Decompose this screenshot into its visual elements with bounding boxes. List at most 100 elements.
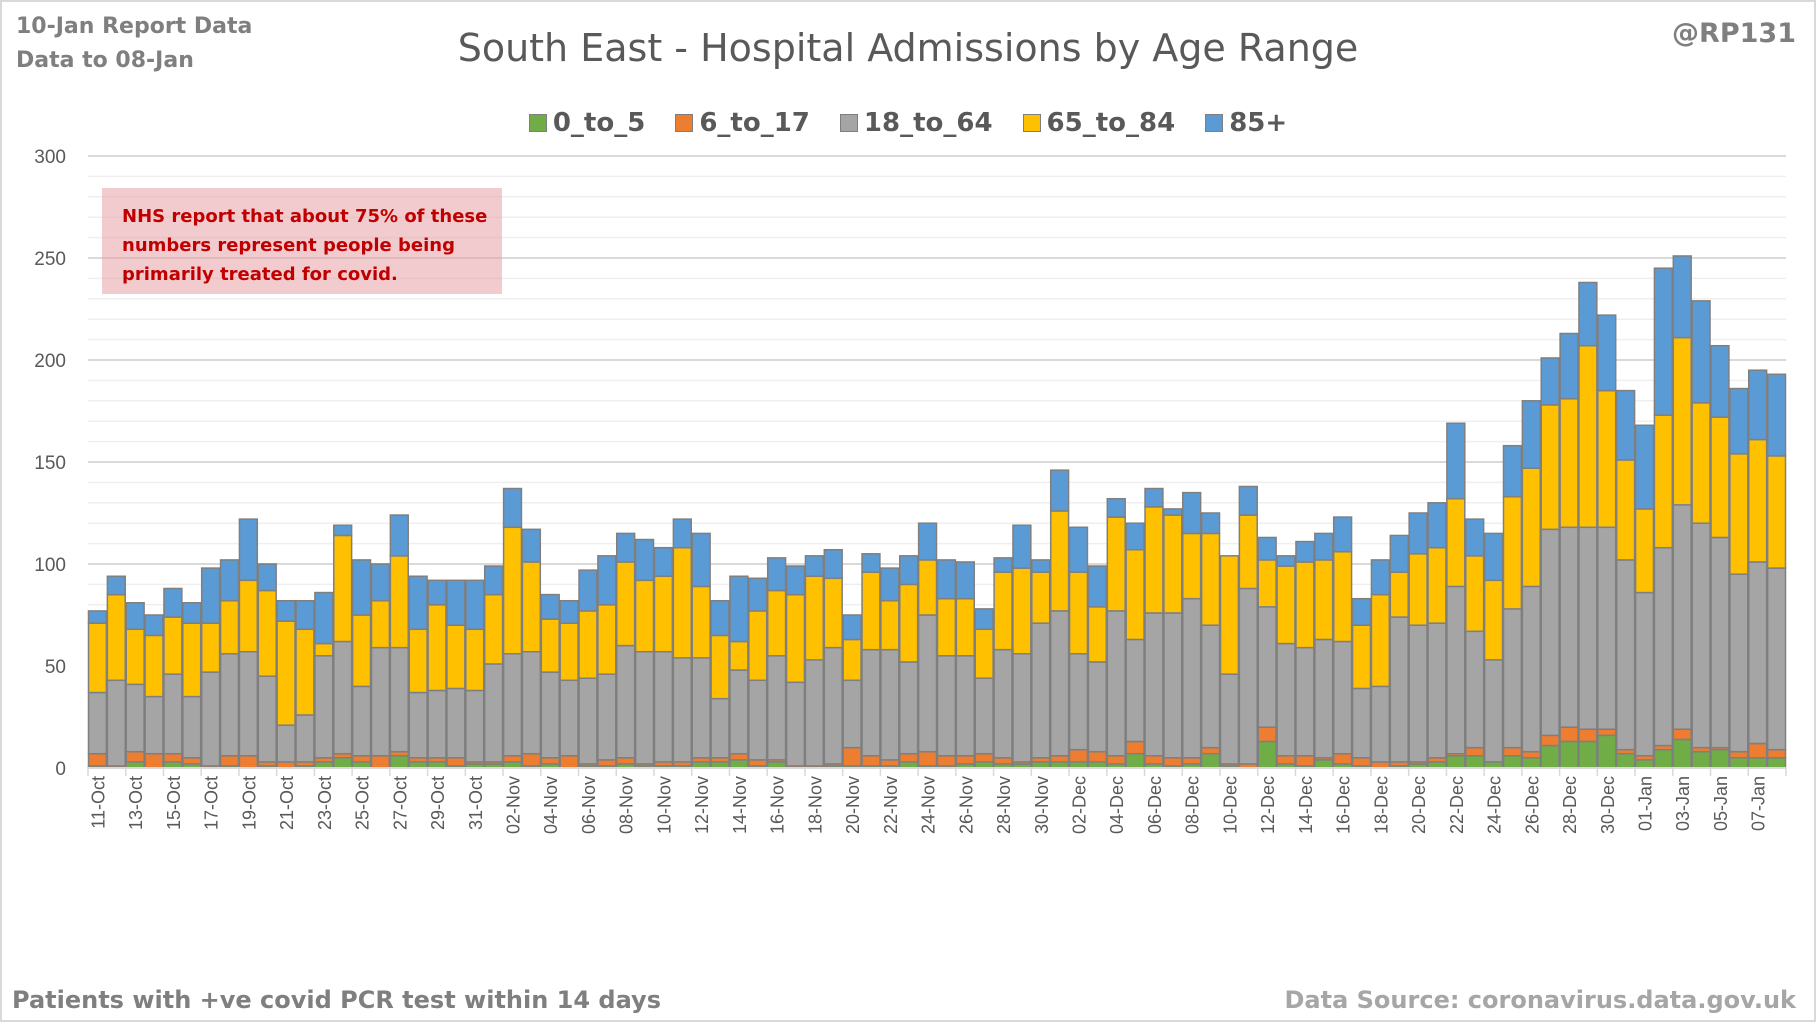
bar-segment-0-to-5 <box>1521 757 1541 769</box>
bar-segment-18-to-64 <box>1672 504 1692 730</box>
bar-segment-85plus <box>1408 512 1428 555</box>
bar-segment-65-to-84 <box>597 604 617 675</box>
x-tick-label: 17-Oct <box>202 776 222 830</box>
bar-segment-85plus <box>578 569 598 612</box>
bar-segment-85plus <box>804 555 825 577</box>
bar-segment-65-to-84 <box>257 589 277 677</box>
data-to-label: Data to 08-Jan <box>16 48 194 73</box>
bar-segment-85plus <box>917 522 938 561</box>
y-tick-label: 0 <box>55 759 66 780</box>
bar-segment-85plus <box>1483 532 1504 582</box>
bar-segment-85plus <box>1125 522 1145 551</box>
bar-segment-65-to-84 <box>785 593 806 684</box>
bar-segment-18-to-64 <box>540 671 560 759</box>
bar-segment-65-to-84 <box>748 610 768 682</box>
bar-segment-6-to-17 <box>880 759 900 767</box>
bar-segment-18-to-64 <box>1465 630 1485 749</box>
bar-segment-18-to-64 <box>1219 673 1240 765</box>
bar-segment-18-to-64 <box>1370 685 1391 763</box>
bar-segment-18-to-64 <box>1125 638 1145 743</box>
bar-segment-65-to-84 <box>314 642 334 657</box>
bar-segment-65-to-84 <box>899 583 919 663</box>
legend-label: 0_to_5 <box>552 108 646 138</box>
x-tick-label: 19-Oct <box>239 776 259 830</box>
x-tick-label: 22-Nov <box>881 776 901 834</box>
bar-segment-0-to-5 <box>1502 755 1523 769</box>
bar-segment-18-to-64 <box>899 661 919 755</box>
bar-segment-65-to-84 <box>1748 438 1768 563</box>
bar-segment-6-to-17 <box>993 757 1013 765</box>
bar-segment-85plus <box>1578 281 1598 347</box>
bar-segment-18-to-64 <box>880 648 900 761</box>
bar-segment-0-to-5 <box>1200 752 1221 769</box>
bar-segment-18-to-64 <box>1049 610 1070 757</box>
bar-segment-65-to-84 <box>408 628 428 694</box>
bar-segment-65-to-84 <box>1144 506 1164 614</box>
bar-segment-65-to-84 <box>1483 579 1504 661</box>
bar-segment-18-to-64 <box>1332 640 1353 755</box>
bar-segment-65-to-84 <box>974 628 994 679</box>
bar-segment-18-to-64 <box>1182 597 1202 759</box>
x-tick-label: 14-Nov <box>730 776 750 834</box>
bar-segment-85plus <box>1200 512 1221 535</box>
bar-segment-85plus <box>880 567 900 602</box>
bar-segment-65-to-84 <box>1163 514 1183 614</box>
bar-segment-6-to-17 <box>351 755 372 763</box>
x-tick-label: 03-Jan <box>1673 776 1693 831</box>
bar-segment-65-to-84 <box>1125 548 1145 641</box>
bar-segment-6-to-17 <box>616 757 636 765</box>
bar-segment-0-to-5 <box>1314 759 1334 769</box>
bar-segment-85plus <box>257 563 277 592</box>
bar-segment-18-to-64 <box>1427 622 1447 759</box>
x-tick-label: 08-Dec <box>1183 776 1203 834</box>
bar-segment-65-to-84 <box>1597 389 1617 529</box>
bar-segment-18-to-64 <box>634 650 655 765</box>
bar-segment-18-to-64 <box>125 683 145 753</box>
x-tick-label: 08-Nov <box>617 776 637 834</box>
legend-swatch <box>1022 114 1041 132</box>
bar-segment-65-to-84 <box>1615 459 1636 561</box>
bar-segment-0-to-5 <box>1748 757 1768 769</box>
footer-note: Patients with +ve covid PCR test within … <box>12 986 661 1014</box>
bar-segment-85plus <box>1710 344 1730 418</box>
bar-segment-18-to-64 <box>87 691 108 755</box>
bar-segment-18-to-64 <box>559 679 579 757</box>
bar-segment-65-to-84 <box>616 561 636 647</box>
y-tick-label: 150 <box>34 453 66 474</box>
bar-segment-65-to-84 <box>1540 404 1560 531</box>
bar-segment-85plus <box>861 553 881 573</box>
bar-segment-6-to-17 <box>1332 752 1353 765</box>
bar-segment-65-to-84 <box>710 634 730 700</box>
x-tick-label: 24-Nov <box>919 776 939 834</box>
annotation-box: NHS report that about 75% of these numbe… <box>102 188 502 294</box>
x-tick-label: 21-Oct <box>277 776 297 830</box>
bar-segment-85plus <box>125 602 145 631</box>
bar-segment-65-to-84 <box>427 604 447 692</box>
bar-segment-65-to-84 <box>200 622 221 673</box>
bar-segment-85plus <box>427 579 447 606</box>
bar-segment-85plus <box>1276 555 1296 567</box>
bar-segment-18-to-64 <box>276 724 296 763</box>
bar-segment-18-to-64 <box>370 646 391 757</box>
bar-segment-6-to-17 <box>974 752 994 763</box>
bar-segment-6-to-17 <box>1672 728 1692 741</box>
bar-segment-85plus <box>634 538 655 582</box>
bar-segment-0-to-5 <box>1672 738 1692 769</box>
bar-segment-18-to-64 <box>804 659 825 767</box>
bar-segment-65-to-84 <box>1351 624 1372 690</box>
bar-segment-0-to-5 <box>1615 752 1636 769</box>
bar-segment-6-to-17 <box>748 759 768 767</box>
bar-segment-6-to-17 <box>1578 728 1598 743</box>
bar-segment-6-to-17 <box>1351 757 1372 767</box>
bar-segment-65-to-84 <box>691 585 711 659</box>
bar-segment-6-to-17 <box>1465 746 1485 757</box>
bar-segment-85plus <box>540 593 560 620</box>
bar-segment-65-to-84 <box>1427 546 1447 624</box>
bar-segment-85plus <box>1163 508 1183 516</box>
y-tick-label: 50 <box>45 657 66 678</box>
report-date-label: 10-Jan Report Data <box>16 14 253 39</box>
bar-segment-18-to-64 <box>597 673 617 761</box>
bar-segment-65-to-84 <box>370 599 391 649</box>
bar-segment-6-to-17 <box>1502 746 1523 757</box>
bar-segment-18-to-64 <box>1257 606 1277 728</box>
